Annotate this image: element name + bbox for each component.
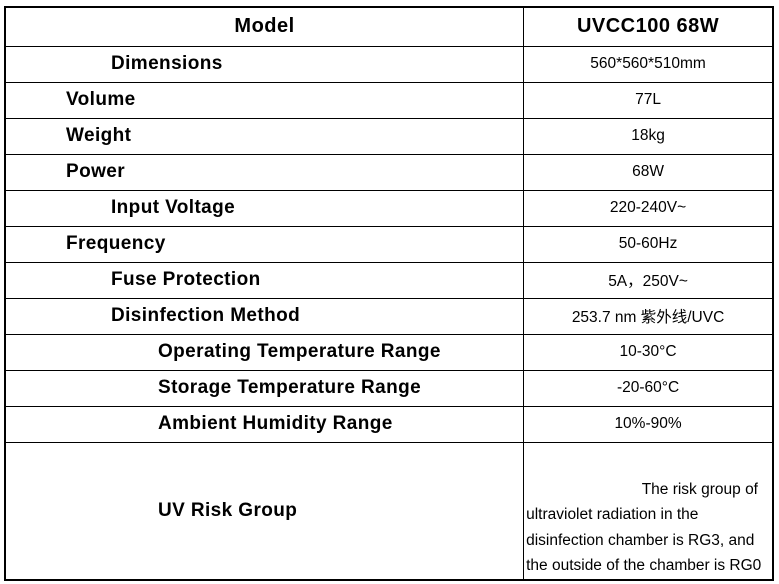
row: Weight 18kg (4, 117, 774, 155)
value-line: The risk group of (641, 480, 758, 498)
row: Power 68W (4, 153, 774, 191)
value: 50-60Hz (523, 225, 774, 263)
row: Input Voltage 220-240V~ (4, 189, 774, 227)
label: Frequency (4, 225, 525, 263)
value: 68W (523, 153, 774, 191)
row: Ambient Humidity Range 10%-90% (4, 405, 774, 443)
value: 10%-90% (523, 405, 774, 443)
header-cell: Model (4, 6, 525, 47)
label: Operating Temperature Range (4, 333, 525, 371)
row: Operating Temperature Range 10-30°C (4, 333, 774, 371)
label: Volume (4, 81, 525, 119)
row: Disinfection Method 253.7 nm 紫外线/UVC (4, 297, 774, 335)
label: Power (4, 153, 525, 191)
row: UV Risk Group The risk group of ultravio… (4, 441, 774, 581)
value: 220-240V~ (523, 189, 774, 227)
label: Weight (4, 117, 525, 155)
value: 18kg (523, 117, 774, 155)
value: -20-60°C (523, 369, 774, 407)
label: Storage Temperature Range (4, 369, 525, 407)
row: Frequency 50-60Hz (4, 225, 774, 263)
value: 253.7 nm 紫外线/UVC (523, 297, 774, 335)
row: Dimensions 560*560*510mm (4, 45, 774, 83)
label: Input Voltage (4, 189, 525, 227)
value-line: the outside of the chamber is RG0 (526, 557, 762, 574)
label: Disinfection Method (4, 297, 525, 335)
value: 77L (523, 81, 774, 119)
label: Fuse Protection (4, 261, 525, 299)
label: UV Risk Group (4, 441, 525, 581)
value: The risk group of ultraviolet radiation … (523, 441, 774, 581)
value: 10-30°C (523, 333, 774, 371)
header-row: Model UVCC100 68W (4, 6, 774, 47)
value: 560*560*510mm (523, 45, 774, 83)
header-cell: UVCC100 68W (523, 6, 774, 47)
value-line: disinfection chamber is RG3, and (526, 531, 755, 549)
row: Volume 77L (4, 81, 774, 119)
label: Ambient Humidity Range (4, 405, 525, 443)
spec-table: Model UVCC100 68W Dimensions 560*560*510m… (4, 6, 774, 581)
row: Storage Temperature Range -20-60°C (4, 369, 774, 407)
row: Fuse Protection 5A，250V~ (4, 261, 774, 299)
value-line: ultraviolet radiation in the (526, 506, 699, 523)
value: 5A，250V~ (523, 261, 774, 299)
label: Dimensions (4, 45, 525, 83)
